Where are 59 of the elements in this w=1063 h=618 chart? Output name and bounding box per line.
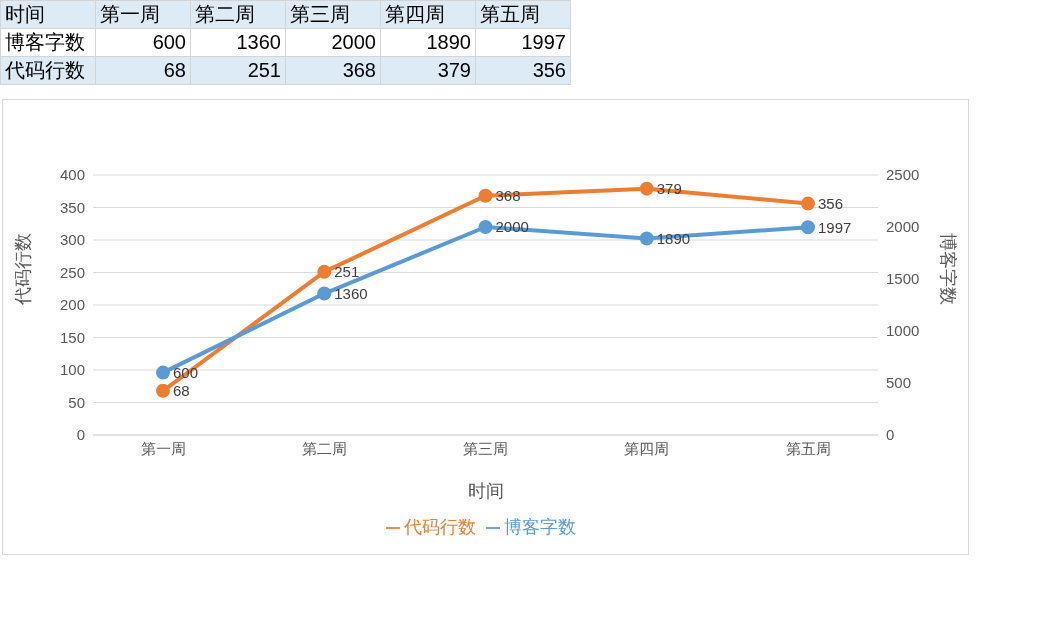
data-label: 1890	[380, 28, 476, 57]
data-label: 2000	[285, 28, 381, 57]
category-label: 第三周	[285, 0, 381, 29]
point	[317, 286, 332, 301]
x-tick-label: 第五周	[785, 439, 831, 457]
data-label: 251	[190, 56, 286, 85]
data-label: 356	[818, 194, 844, 212]
point	[317, 264, 332, 279]
y2-tick-label: 2500	[886, 166, 920, 184]
y2-tick-label: 500	[886, 374, 912, 392]
data-label: 68	[95, 56, 191, 85]
data-label: 251	[334, 263, 360, 281]
data-label: 68	[173, 382, 190, 400]
data-label: 368	[285, 56, 381, 85]
x-tick-label: 第一周	[140, 439, 186, 457]
text: 时间	[0, 0, 96, 29]
data-label: 1360	[190, 28, 286, 57]
y2-tick-label: 2000	[886, 218, 920, 236]
data-label: 356	[475, 56, 571, 85]
data-label: 1360	[334, 284, 368, 302]
y2-tick-label: 0	[886, 426, 895, 444]
y2-axis-title: 博客字数	[937, 233, 958, 305]
data-label: 1997	[818, 218, 852, 236]
data-label: 600	[95, 28, 191, 57]
y-tick-label: 150	[59, 328, 85, 346]
y-tick-label: 300	[59, 231, 85, 249]
point	[801, 196, 815, 211]
x-axis-title: 时间	[467, 481, 504, 501]
y-tick-label: 50	[68, 393, 85, 411]
data-label: 379	[380, 56, 476, 85]
point	[156, 383, 170, 398]
category-label: 第四周	[380, 0, 476, 29]
point	[639, 231, 654, 246]
point	[156, 365, 170, 380]
point	[478, 220, 493, 234]
y-tick-label: 250	[59, 263, 85, 281]
y-tick-label: 400	[59, 166, 85, 184]
category-label: 第二周	[190, 0, 286, 29]
point	[478, 188, 493, 203]
y-axis-title: 代码行数	[13, 233, 34, 306]
x-tick-label: 第四周	[624, 439, 670, 457]
y-tick-label: 200	[59, 296, 85, 314]
data-label: 368	[495, 187, 521, 205]
series-label: 博客字数	[0, 28, 96, 57]
series-label: 代码行数	[0, 56, 96, 85]
legend-label: 代码行数	[403, 517, 476, 537]
y2-tick-label: 1000	[886, 322, 920, 340]
x-tick-label: 第二周	[301, 439, 347, 457]
point	[801, 220, 815, 235]
y-tick-label: 0	[76, 426, 85, 444]
category-label: 第五周	[475, 0, 571, 29]
y-tick-label: 350	[59, 198, 85, 216]
legend-label: 博客字数	[503, 517, 576, 537]
data-label: 1997	[475, 28, 571, 57]
category-label: 第一周	[95, 0, 191, 29]
y-tick-label: 100	[59, 361, 85, 379]
point	[639, 181, 654, 196]
x-tick-label: 第三周	[463, 439, 508, 457]
y2-tick-label: 1500	[886, 270, 920, 288]
